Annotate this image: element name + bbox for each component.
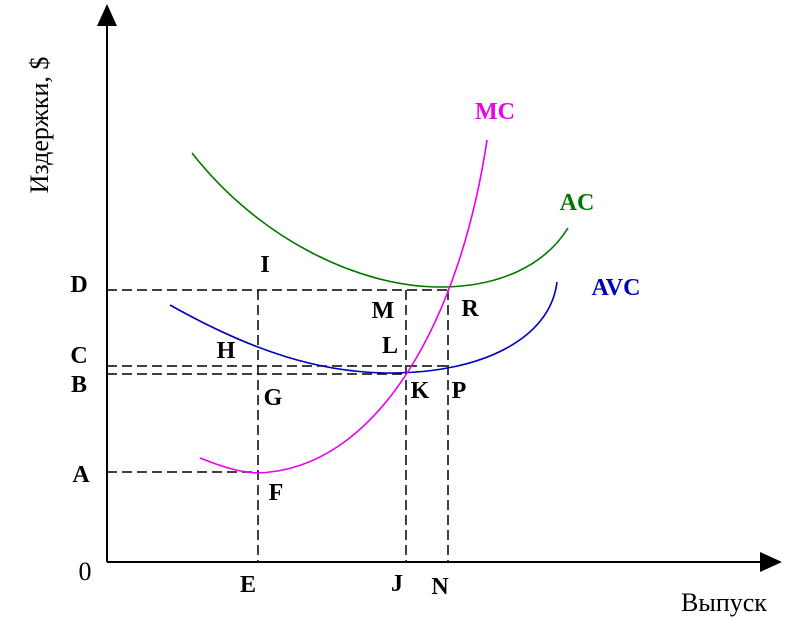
y-axis-label: Издержки, $ [25, 57, 54, 194]
x-point-label: J [391, 571, 403, 597]
y-point-label: C [70, 343, 87, 369]
point-label: G [264, 385, 283, 411]
point-label: P [452, 378, 467, 404]
curve-label: MC [475, 99, 515, 125]
point-label: R [461, 296, 479, 322]
x-point-label: E [240, 572, 256, 598]
point-label: M [372, 298, 395, 324]
avc-curve [169, 281, 558, 374]
ac-curve [191, 152, 569, 288]
x-point-label: N [431, 574, 449, 600]
origin-label: 0 [79, 557, 92, 586]
curve-label: AVC [592, 275, 641, 301]
point-label: H [217, 338, 236, 364]
x-axis-label: Выпуск [681, 588, 767, 617]
y-point-label: A [72, 462, 90, 488]
point-label: I [260, 252, 269, 278]
point-label: L [382, 333, 398, 359]
point-label: F [269, 480, 284, 506]
x-arrow [760, 552, 782, 572]
mc-curve [199, 139, 488, 474]
y-point-label: B [71, 372, 87, 398]
curve-label: AC [560, 190, 595, 216]
point-label: K [411, 378, 430, 404]
y-point-label: D [70, 272, 87, 298]
y-arrow [97, 4, 117, 26]
